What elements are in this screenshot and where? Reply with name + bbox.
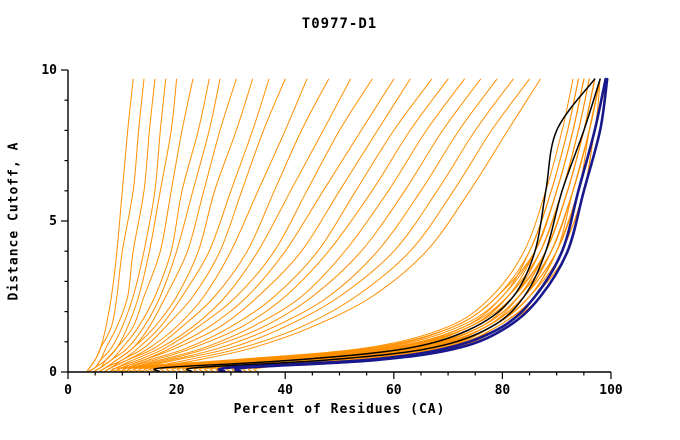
predicted-models-curve	[104, 78, 330, 372]
predicted-models-curve	[120, 78, 433, 372]
best-models-navy-curve	[217, 77, 607, 373]
predicted-models-curve	[137, 78, 514, 372]
y-tick-label: 0	[49, 365, 57, 380]
y-axis-label: Distance Cutoff, A	[6, 141, 22, 301]
x-tick-label: 40	[277, 383, 293, 398]
predicted-models-curve	[99, 78, 237, 372]
predicted-models-curve	[116, 78, 585, 372]
highlighted-models-black-curve	[185, 78, 601, 373]
predicted-models-curve	[86, 78, 134, 372]
x-tick-label: 60	[386, 383, 402, 398]
best-models-navy-curve	[234, 77, 609, 373]
y-tick-label: 5	[49, 214, 57, 229]
predicted-models-curve	[99, 78, 270, 372]
predicted-models-curve	[115, 78, 411, 372]
predicted-models-curve	[88, 78, 178, 372]
predicted-models-curve	[209, 78, 601, 372]
x-tick-label: 0	[64, 383, 72, 398]
predicted-models-curve	[93, 78, 194, 372]
predicted-models-curve	[120, 78, 449, 372]
predicted-models-curve	[93, 78, 221, 372]
predicted-models-curve	[149, 78, 596, 372]
x-axis-label: Percent of Residues (CA)	[233, 402, 446, 417]
predicted-models-curve	[99, 78, 254, 372]
y-tick-label: 10	[41, 63, 57, 78]
predicted-models-curve	[210, 78, 596, 372]
predicted-models-curve	[220, 78, 601, 372]
highlighted-models-black-curve	[153, 78, 596, 373]
chart-title: T0977-D1	[301, 16, 378, 32]
predicted-models-curve	[109, 78, 373, 372]
predicted-models-curve	[242, 78, 601, 372]
predicted-models-curve	[187, 78, 596, 372]
x-tick-label: 100	[599, 383, 623, 398]
predicted-models-curve	[88, 78, 167, 372]
predicted-models-curve	[171, 78, 601, 372]
predicted-models-curve	[182, 78, 601, 372]
predicted-models-curve	[131, 78, 498, 372]
predicted-models-curve	[109, 78, 351, 372]
predicted-models-curve	[127, 78, 590, 372]
x-tick-label: 80	[495, 383, 511, 398]
x-tick-label: 20	[169, 383, 185, 398]
predicted-models-curve	[142, 78, 530, 372]
predicted-models-curve	[104, 78, 286, 372]
predicted-models-curve	[215, 78, 607, 372]
predicted-models-curve	[126, 78, 482, 372]
predicted-models-curve	[126, 78, 465, 372]
predicted-models-curve	[86, 78, 145, 372]
